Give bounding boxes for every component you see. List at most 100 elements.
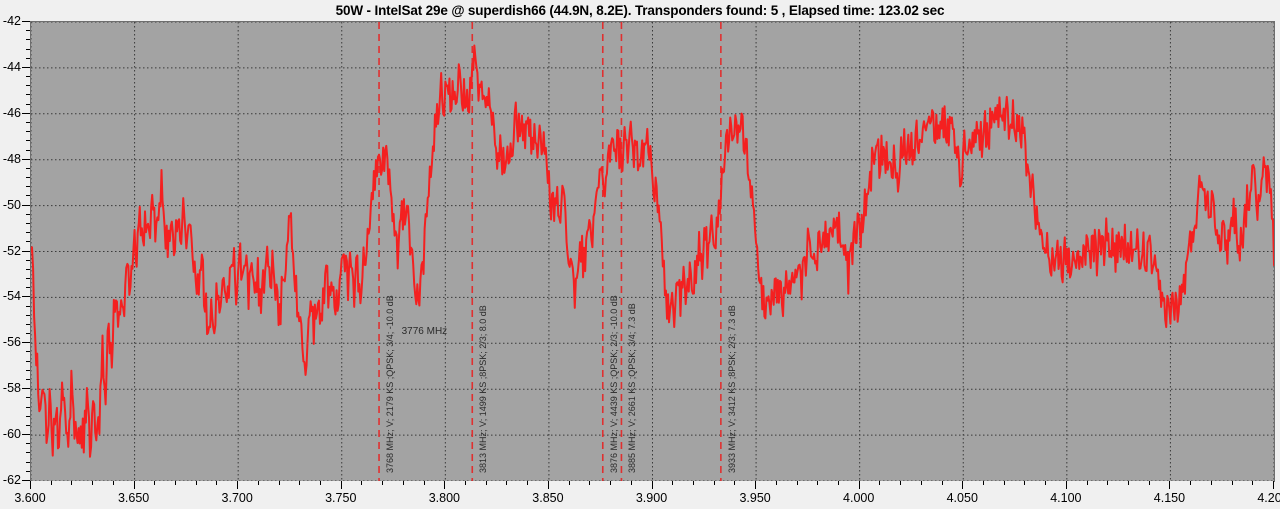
y-axis-minor-tick <box>26 369 30 371</box>
y-axis-minor-tick <box>26 241 30 243</box>
marker-lines-layer <box>31 22 1274 481</box>
x-axis-minor-tick <box>879 481 881 485</box>
x-axis-minor-tick <box>900 481 902 485</box>
spectrum-trace-layer <box>31 22 1274 481</box>
y-axis-minor-tick <box>26 314 30 316</box>
x-axis-tick <box>858 481 860 489</box>
x-axis-minor-tick <box>734 481 736 485</box>
y-axis-tick <box>22 388 30 390</box>
frequency-cursor-label: 3776 MHz <box>401 326 448 338</box>
y-axis-tick <box>22 66 30 68</box>
y-axis-minor-tick <box>26 415 30 417</box>
y-axis-minor-tick <box>26 149 30 151</box>
x-axis-minor-tick <box>1190 481 1192 485</box>
x-axis-minor-tick <box>713 481 715 485</box>
x-axis-tick-label: 3.600 <box>14 491 46 505</box>
y-axis-tick <box>22 342 30 344</box>
x-axis: 3.600 3.650 3.700 3.750 3.800 3.850 3.900 3.950… <box>14 481 1280 509</box>
y-axis-tick-label: -44 <box>2 59 21 74</box>
x-axis-minor-tick <box>320 481 322 485</box>
y-axis-tick-label: -42 <box>2 14 21 28</box>
x-axis-minor-tick <box>630 481 632 485</box>
y-axis-minor-tick <box>26 232 30 234</box>
y-axis-minor-tick <box>26 333 30 335</box>
y-axis-minor-tick <box>26 461 30 463</box>
x-axis-tick <box>547 481 549 489</box>
x-axis-tick-label: 3.750 <box>325 491 357 505</box>
x-axis-minor-tick <box>672 481 674 485</box>
y-axis-minor-tick <box>26 140 30 142</box>
y-axis-minor-tick <box>26 177 30 179</box>
y-axis-tick <box>22 204 30 206</box>
y-axis-minor-tick <box>26 452 30 454</box>
y-axis-tick-label: -58 <box>2 381 21 396</box>
y-axis-minor-tick <box>26 305 30 307</box>
y-axis-tick-label: -54 <box>2 289 21 304</box>
x-axis-minor-tick <box>941 481 943 485</box>
y-axis-tick <box>22 21 30 22</box>
x-axis-minor-tick <box>465 481 467 485</box>
x-axis-minor-tick <box>796 481 798 485</box>
x-axis-tick <box>133 481 135 489</box>
x-axis-minor-tick <box>1252 481 1254 485</box>
window-title: 50W - IntelSat 29e @ superdish66 (44.9N,… <box>0 0 1280 20</box>
x-axis-minor-tick <box>506 481 508 485</box>
x-axis-tick-label: 3.650 <box>117 491 150 505</box>
x-axis-minor-tick <box>1107 481 1109 485</box>
x-axis-minor-tick <box>568 481 570 485</box>
x-axis-tick-label: 4.150 <box>1153 491 1186 505</box>
x-axis-minor-tick <box>92 481 94 485</box>
x-axis-minor-tick <box>1086 481 1088 485</box>
x-axis-minor-tick <box>1231 481 1233 485</box>
x-axis-minor-tick <box>423 481 425 485</box>
y-axis-minor-tick <box>26 213 30 215</box>
x-axis-tick <box>1273 481 1274 489</box>
x-axis-minor-tick <box>485 481 487 485</box>
x-axis-tick-label: 3.800 <box>428 491 460 505</box>
x-axis-minor-tick <box>1148 481 1150 485</box>
y-axis-minor-tick <box>26 48 30 50</box>
x-axis-minor-tick <box>154 481 156 485</box>
x-axis-minor-tick <box>112 481 114 485</box>
x-axis-tick <box>30 481 31 489</box>
y-axis-minor-tick <box>26 259 30 261</box>
y-axis-tick-label: -46 <box>2 105 21 120</box>
x-axis-tick <box>340 481 342 489</box>
y-axis-tick <box>22 434 30 436</box>
x-axis-tick-label: 3.950 <box>739 491 771 505</box>
x-axis-minor-tick <box>195 481 197 485</box>
y-axis-minor-tick <box>26 94 30 96</box>
x-axis-minor-tick <box>71 481 73 485</box>
plot-area[interactable]: 3776 MHz 3768 MHz; V; 2179 KS ;QPSK; 3/4… <box>30 21 1275 482</box>
y-axis-tick <box>22 480 30 481</box>
y-axis-minor-tick <box>26 424 30 426</box>
x-axis-minor-tick <box>278 481 280 485</box>
y-axis-tick-label: -50 <box>2 197 21 212</box>
x-axis-minor-tick <box>920 481 922 485</box>
x-axis-minor-tick <box>382 481 384 485</box>
x-axis-minor-tick <box>837 481 839 485</box>
y-axis-tick-label: -52 <box>2 243 21 258</box>
x-axis-tick <box>1065 481 1067 489</box>
x-axis-minor-tick <box>402 481 404 485</box>
y-axis-minor-tick <box>26 85 30 87</box>
x-axis-minor-tick <box>175 481 177 485</box>
y-axis-minor-tick <box>26 103 30 105</box>
x-axis-minor-tick <box>589 481 591 485</box>
y-axis-minor-tick <box>26 406 30 408</box>
y-axis-tick <box>22 112 30 114</box>
x-axis-minor-tick <box>257 481 259 485</box>
y-axis-minor-tick <box>26 131 30 133</box>
x-axis-tick <box>444 481 446 489</box>
x-axis-minor-tick <box>1003 481 1005 485</box>
x-axis-tick <box>755 481 757 489</box>
x-axis-minor-tick <box>610 481 612 485</box>
y-axis-tick-label: -62 <box>2 473 21 487</box>
y-axis-minor-tick <box>26 222 30 224</box>
y-axis-minor-tick <box>26 443 30 445</box>
y-axis-minor-tick <box>26 470 30 472</box>
y-axis-minor-tick <box>26 186 30 188</box>
y-axis-tick <box>22 250 30 252</box>
x-axis-tick-label: 4.100 <box>1050 491 1082 505</box>
